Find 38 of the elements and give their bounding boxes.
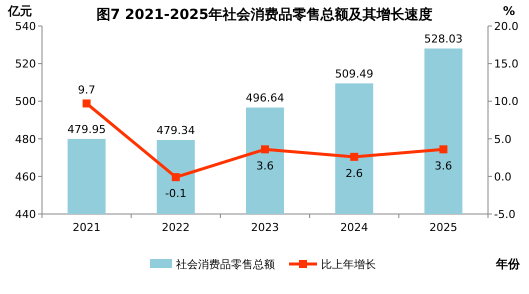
y2-tick-label: 20.0 xyxy=(494,20,518,33)
y2-tick-label: 15.0 xyxy=(494,58,518,71)
data-label: 509.49 xyxy=(334,67,374,80)
y2-tick-label: 0.0 xyxy=(494,170,512,184)
data-label: 3.6 xyxy=(256,159,274,172)
data-label: 479.34 xyxy=(156,124,196,138)
data-label: 3.6 xyxy=(434,159,452,172)
y-axis-title: 亿元 xyxy=(7,4,32,18)
data-label: 496.64 xyxy=(246,92,284,105)
point xyxy=(261,145,269,154)
y-tick-label: 460 xyxy=(15,170,36,184)
legend-label: 社会消费品零售总额 xyxy=(176,258,275,271)
y2-axis-title: % xyxy=(503,4,516,18)
x-tick-label: 2025 xyxy=(429,221,458,234)
data-label: 2.6 xyxy=(345,166,363,180)
chart-title: 图7 2021-2025年社会消费品零售总额及其增长速度 xyxy=(96,6,433,23)
x-tick-label: 2023 xyxy=(251,221,279,234)
y2-tick-label: 10.0 xyxy=(494,95,518,108)
data-label: -0.1 xyxy=(165,187,187,200)
y-tick-label: 520 xyxy=(15,58,36,71)
data-label: 9.7 xyxy=(78,83,96,96)
legend-label: 比上年增长 xyxy=(321,258,376,271)
point xyxy=(172,173,180,182)
point xyxy=(82,99,91,108)
y2-tick-label: -5.0 xyxy=(494,208,516,221)
x-tick-label: 2022 xyxy=(162,221,190,234)
y2-tick-label: 5.0 xyxy=(494,132,512,146)
y-tick-label: 480 xyxy=(15,132,36,146)
point xyxy=(350,152,358,161)
y-tick-label: 440 xyxy=(15,208,36,221)
data-label: 479.95 xyxy=(67,122,106,136)
y-tick-label: 540 xyxy=(15,20,36,33)
x-axis-title: 年份 xyxy=(495,257,521,271)
x-tick-label: 2024 xyxy=(340,221,368,234)
data-label: 528.03 xyxy=(424,32,463,46)
y-tick-label: 500 xyxy=(15,95,36,108)
x-tick-label: 2021 xyxy=(72,221,101,234)
point xyxy=(439,145,448,154)
